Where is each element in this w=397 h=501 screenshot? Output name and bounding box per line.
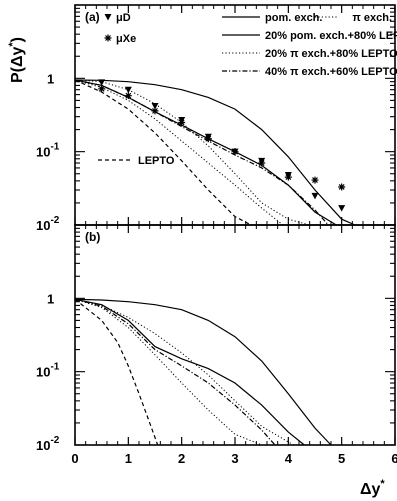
data-point-mud — [124, 86, 132, 94]
y-tick-label: 10-1 — [36, 362, 60, 380]
panel-label: (b) — [85, 230, 100, 244]
x-tick-label: 0 — [71, 451, 78, 466]
data-point-muxe — [231, 148, 239, 156]
legend-label: μXe — [116, 33, 136, 45]
legend-label: π exch. — [352, 12, 392, 24]
data-point-muxe — [338, 183, 346, 191]
data-point-muxe — [204, 135, 212, 143]
data-point-muxe — [151, 107, 159, 115]
series-line — [74, 298, 159, 446]
series-line — [74, 298, 294, 446]
x-tick-label: 4 — [285, 451, 293, 466]
legend-label: 20% pom. exch.+80% LEPTO — [265, 30, 397, 42]
y-tick-label: 1 — [47, 71, 54, 86]
series-line — [74, 298, 305, 446]
data-point-muxe — [178, 118, 186, 126]
x-axis-title: Δy* — [360, 478, 385, 498]
series-line — [74, 79, 356, 226]
x-tick-label: 2 — [178, 451, 185, 466]
legend-marker-mud — [104, 14, 112, 21]
legend-label: 20% π exch.+80% LEPTO — [265, 48, 397, 60]
series-line — [74, 298, 262, 446]
legend-label: LEPTO — [138, 155, 175, 167]
x-tick-label: 3 — [231, 451, 238, 466]
series-line — [74, 79, 329, 226]
x-tick-label: 1 — [125, 451, 132, 466]
data-point-mud — [98, 79, 106, 86]
panel-label: (a) — [85, 10, 100, 24]
series-line — [74, 79, 337, 226]
data-point-muxe — [258, 159, 266, 167]
data-point-mud — [311, 192, 319, 200]
series-line — [74, 79, 310, 226]
data-point-mud — [151, 102, 159, 110]
x-tick-label: 6 — [391, 451, 397, 466]
data-point-mud — [338, 205, 346, 212]
series-line — [74, 79, 284, 226]
y-tick-label: 10-2 — [36, 435, 60, 453]
data-point-muxe — [284, 173, 292, 181]
data-point-muxe — [311, 176, 319, 184]
y-axis-title: P(Δy*) — [7, 37, 26, 83]
data-point-muxe — [124, 92, 132, 100]
y-tick-label: 10-1 — [36, 142, 60, 160]
data-point-muxe — [98, 85, 106, 93]
legend-label: pom. exch. — [265, 12, 322, 24]
legend-label: 40% π exch.+60% LEPTO — [265, 66, 397, 78]
legend-label: μD — [116, 12, 131, 24]
y-tick-label: 10-2 — [36, 215, 60, 233]
x-tick-label: 5 — [338, 451, 345, 466]
legend-marker-muxe — [104, 34, 112, 42]
series-line — [74, 79, 252, 226]
y-tick-label: 1 — [47, 291, 54, 306]
panel-frame — [74, 224, 396, 446]
series-line — [74, 298, 276, 446]
series-line — [74, 298, 332, 446]
